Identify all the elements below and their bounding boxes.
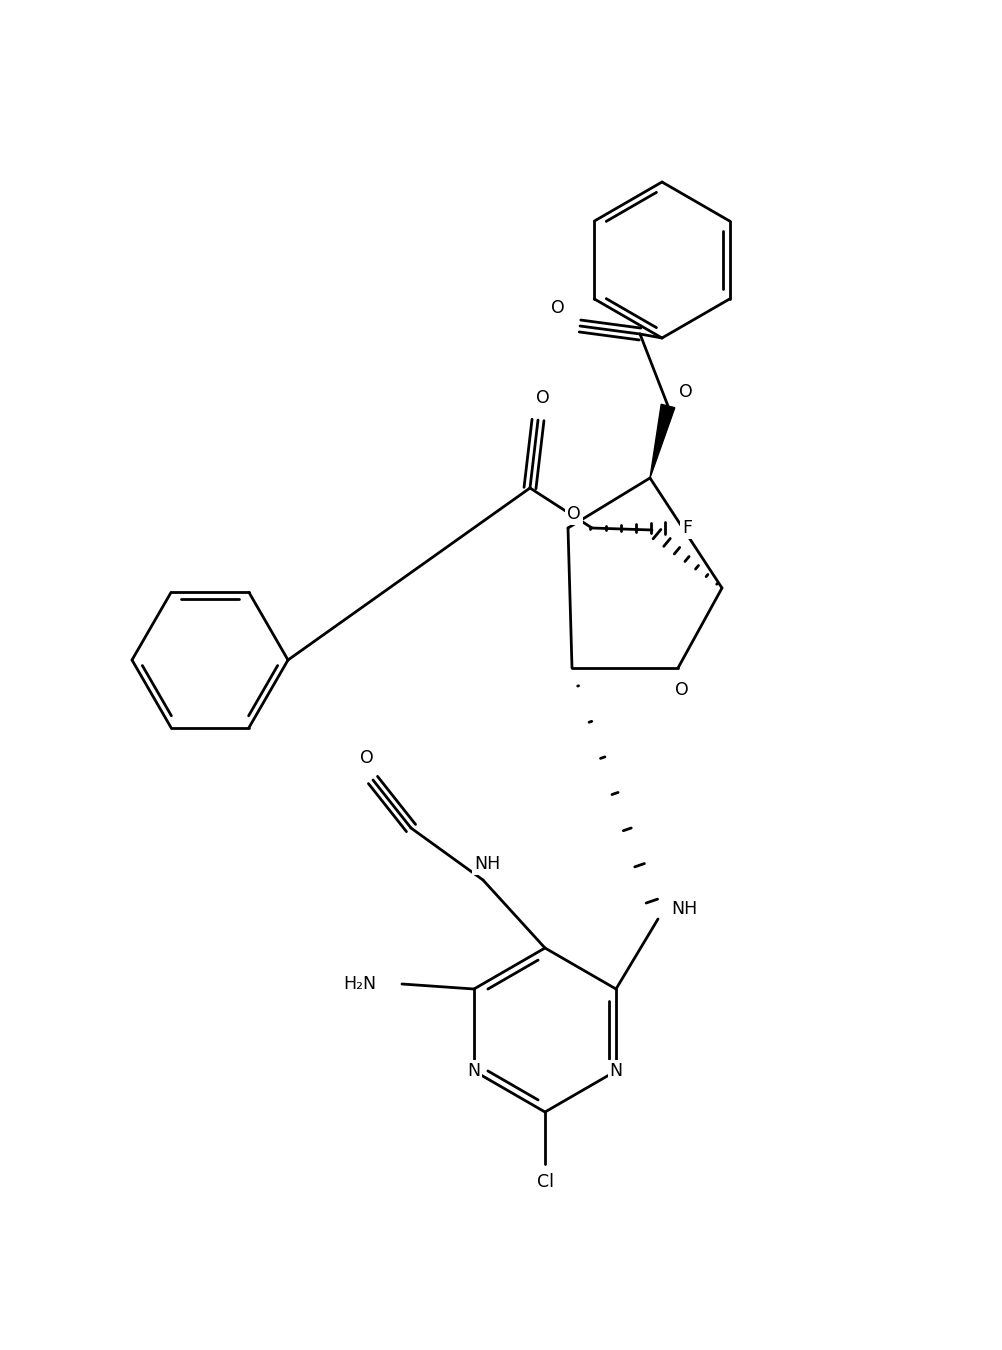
Text: O: O	[550, 298, 564, 317]
Text: O: O	[566, 505, 580, 522]
Text: NH: NH	[670, 900, 696, 918]
Text: NH: NH	[473, 855, 500, 873]
Text: Cl: Cl	[536, 1173, 553, 1191]
Text: H₂N: H₂N	[343, 975, 376, 994]
Text: N: N	[467, 1062, 480, 1080]
Text: O: O	[360, 749, 374, 767]
Text: O: O	[674, 680, 688, 699]
Text: N: N	[609, 1062, 622, 1080]
Text: O: O	[536, 389, 549, 406]
Text: O: O	[678, 383, 692, 401]
Text: F: F	[681, 518, 691, 537]
Polygon shape	[649, 404, 674, 478]
